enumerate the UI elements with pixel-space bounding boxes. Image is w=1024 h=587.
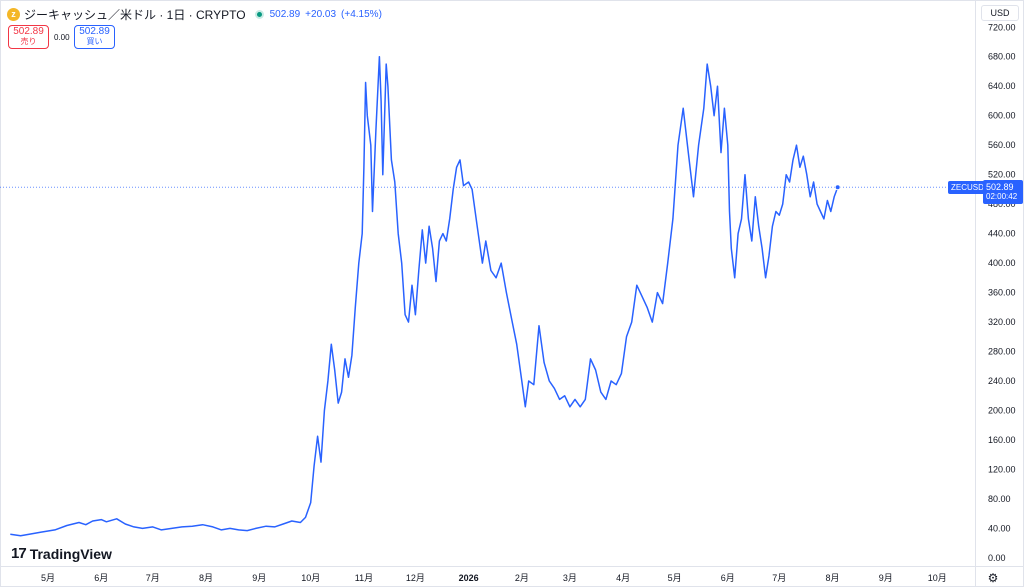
current-price-tag: 502.89 02:00:42 [983,180,1023,205]
bar-countdown: 02:00:42 [986,192,1018,202]
x-tick-label: 12月 [406,573,425,583]
buy-price: 502.89 [79,26,110,37]
zcash-coin-icon: z [7,7,20,21]
x-tick-label: 9月 [252,573,266,583]
buy-label: 買い [86,37,103,46]
x-tick-label: 5月 [41,573,55,583]
x-tick-label: 9月 [879,573,893,583]
y-tick-label: 120.00 [988,464,1016,474]
time-axis-border [0,566,1024,567]
y-tick-label: 40.00 [988,523,1011,533]
price-axis-border [975,0,976,587]
x-tick-label: 10月 [928,573,947,583]
sell-button[interactable]: 502.89 売り [8,25,49,49]
market-status-icon[interactable] [254,9,264,19]
last-price-point [834,184,841,191]
x-tick-label: 2月 [515,573,529,583]
y-tick-label: 640.00 [988,81,1016,91]
x-tick-label: 11月 [355,573,373,583]
y-tick-label: 560.00 [988,140,1016,150]
y-tick-label: 520.00 [988,170,1016,180]
settings-icon[interactable]: ⚙ [987,571,999,585]
sell-label: 売り [20,37,37,46]
sell-price: 502.89 [13,26,44,37]
x-tick-label: 3月 [563,573,577,583]
y-tick-label: 80.00 [988,494,1011,504]
x-tick-label: 8月 [199,573,213,583]
x-tick-label: 7月 [772,573,786,583]
symbol-title[interactable]: ジーキャッシュ／米ドル · 1日 · CRYPTO [24,7,246,22]
y-tick-label: 200.00 [988,405,1016,415]
y-tick-label: 720.00 [988,22,1016,32]
buy-button[interactable]: 502.89 買い [74,25,115,49]
x-tick-label: 2026 [459,573,479,583]
current-price: 502.89 [986,182,1014,193]
y-tick-label: 320.00 [988,317,1016,327]
y-tick-label: 480.00 [988,199,1016,209]
x-tick-label: 5月 [668,573,682,583]
y-tick-label: 440.00 [988,229,1016,239]
y-tick-label: 600.00 [988,111,1016,121]
x-tick-label: 6月 [721,573,735,583]
y-tick-label: 680.00 [988,52,1016,62]
symbol-legend[interactable]: z ジーキャッシュ／米ドル · 1日 · CRYPTO 502.89 +20.0… [7,6,387,22]
x-tick-label: 8月 [826,573,840,583]
y-tick-label: 360.00 [988,288,1016,298]
legend-last-price: 502.89 [269,8,301,20]
spread-value: 0.00 [54,33,70,42]
y-tick-label: 0.00 [988,553,1006,563]
currency-selector[interactable]: USD [981,5,1019,21]
y-tick-label: 280.00 [988,347,1016,357]
y-tick-label: 240.00 [988,376,1016,386]
tradingview-logo-icon: 17 [11,545,27,562]
x-tick-label: 6月 [94,573,108,583]
symbol-price-tag: ZECUSD [948,181,987,195]
legend-change-percent: (+4.15%) [341,8,382,20]
legend-change: +20.03 [305,8,337,20]
x-tick-label: 4月 [616,573,630,583]
price-series-line[interactable] [10,55,839,537]
x-tick-label: 7月 [146,573,160,583]
y-tick-label: 400.00 [988,258,1016,268]
tradingview-logo-text: TradingView [29,545,112,562]
x-tick-label: 10月 [301,573,320,583]
y-tick-label: 160.00 [988,435,1016,445]
tradingview-logo[interactable]: 17 TradingView [11,545,112,562]
